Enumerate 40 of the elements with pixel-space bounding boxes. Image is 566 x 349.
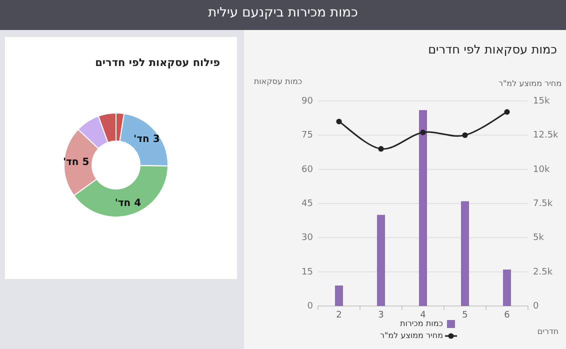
y2-tick-label: 10k xyxy=(533,164,550,175)
x-tick-label: 5 xyxy=(462,310,468,320)
point xyxy=(462,132,468,138)
bar xyxy=(335,286,343,306)
bar xyxy=(377,214,385,306)
y2-tick-label: 5k xyxy=(533,233,545,244)
bar xyxy=(503,270,511,306)
y2-axis-title: מחיר ממוצע למ"ר xyxy=(498,79,562,88)
y2-tick-label: 0 xyxy=(533,301,539,312)
x-tick-label: 6 xyxy=(504,310,510,320)
point xyxy=(378,146,384,152)
x-axis-title: חדרים xyxy=(537,327,559,336)
bar xyxy=(461,201,469,306)
y-tick-label: 75 xyxy=(302,130,313,141)
y2-tick-label: 7.5k xyxy=(533,198,554,209)
legend-label: כמות מכירות xyxy=(400,319,443,328)
y-axis-title: כמות עסקאות xyxy=(254,77,302,86)
x-tick-label: 4 xyxy=(420,310,426,320)
y2-tick-label: 15k xyxy=(533,96,550,106)
point xyxy=(420,130,426,136)
y-tick-label: 15 xyxy=(302,267,313,278)
x-tick-label: 3 xyxy=(378,310,384,320)
chart-title: פילוח עסקאות לפי חדרים xyxy=(95,56,220,69)
point xyxy=(336,118,342,124)
y-tick-label: 45 xyxy=(302,198,313,209)
slice-label: 5 חד' xyxy=(62,157,90,168)
bar xyxy=(419,110,427,306)
y-tick-label: 0 xyxy=(307,301,314,312)
y-tick-label: 30 xyxy=(302,233,314,244)
chart-title: כמות עסקאות לפי חדרים xyxy=(428,42,557,56)
y-tick-label: 90 xyxy=(302,96,314,106)
legend-label: מחיר ממוצע למ"ר xyxy=(380,331,443,340)
y-tick-label: 60 xyxy=(302,164,314,175)
x-tick-label: 2 xyxy=(336,310,342,320)
y2-tick-label: 12.5k xyxy=(533,130,560,141)
point xyxy=(504,109,510,115)
slice-label: 4 חד' xyxy=(114,198,142,209)
text: כמות מכירות ביקנעם עילית xyxy=(208,6,358,21)
slice-label: 3 חד' xyxy=(134,134,160,146)
y2-tick-label: 2.5k xyxy=(533,267,554,278)
